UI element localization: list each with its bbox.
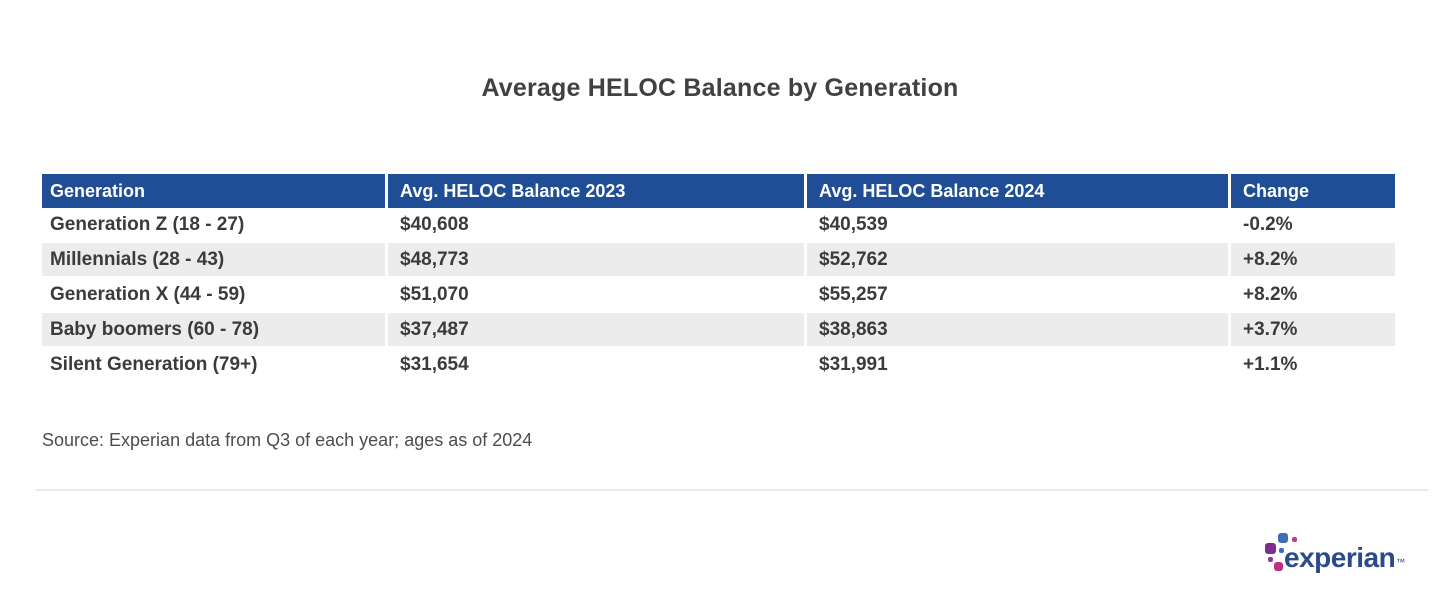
cell-balance-2024: $55,257 — [807, 278, 1231, 313]
cell-change: +3.7% — [1231, 313, 1395, 348]
cell-balance-2023: $37,487 — [388, 313, 807, 348]
logo-dot-magenta-small — [1292, 537, 1297, 542]
logo-dot-purple-square — [1265, 543, 1276, 554]
cell-generation: Silent Generation (79+) — [42, 348, 388, 383]
logo-dot-magenta-square — [1274, 562, 1283, 571]
column-header-generation: Generation — [42, 174, 388, 208]
chart-title: Average HELOC Balance by Generation — [481, 74, 959, 102]
logo-dot-blue-small — [1279, 548, 1284, 553]
column-header-change: Change — [1231, 174, 1395, 208]
cell-balance-2023: $48,773 — [388, 243, 807, 278]
cell-balance-2024: $38,863 — [807, 313, 1231, 348]
cell-balance-2024: $31,991 — [807, 348, 1231, 383]
cell-balance-2024: $52,762 — [807, 243, 1231, 278]
table-row: Silent Generation (79+) $31,654 $31,991 … — [42, 348, 1395, 383]
cell-generation: Baby boomers (60 - 78) — [42, 313, 388, 348]
source-note: Source: Experian data from Q3 of each ye… — [42, 430, 533, 450]
table-row: Generation X (44 - 59) $51,070 $55,257 +… — [42, 278, 1395, 313]
table-row: Baby boomers (60 - 78) $37,487 $38,863 +… — [42, 313, 1395, 348]
experian-wordmark: experian™ — [1284, 542, 1405, 573]
cell-generation: Millennials (28 - 43) — [42, 243, 388, 278]
cell-change: +8.2% — [1231, 243, 1395, 278]
divider — [36, 489, 1428, 491]
logo-dot-blue-square — [1278, 533, 1288, 543]
cell-change: -0.2% — [1231, 208, 1395, 243]
cell-balance-2023: $40,608 — [388, 208, 807, 243]
column-header-balance-2024: Avg. HELOC Balance 2024 — [807, 174, 1231, 208]
logo-dot-purple-small — [1268, 557, 1273, 562]
cell-change: +1.1% — [1231, 348, 1395, 383]
table-row: Millennials (28 - 43) $48,773 $52,762 +8… — [42, 243, 1395, 278]
table-header-row: Generation Avg. HELOC Balance 2023 Avg. … — [42, 174, 1395, 208]
cell-change: +8.2% — [1231, 278, 1395, 313]
cell-generation: Generation Z (18 - 27) — [42, 208, 388, 243]
experian-logo: experian™ — [1262, 528, 1407, 588]
heloc-balance-table: Generation Avg. HELOC Balance 2023 Avg. … — [42, 174, 1395, 383]
cell-balance-2023: $31,654 — [388, 348, 807, 383]
cell-generation: Generation X (44 - 59) — [42, 278, 388, 313]
column-header-balance-2023: Avg. HELOC Balance 2023 — [388, 174, 807, 208]
trademark-symbol: ™ — [1396, 557, 1405, 567]
cell-balance-2024: $40,539 — [807, 208, 1231, 243]
cell-balance-2023: $51,070 — [388, 278, 807, 313]
table-row: Generation Z (18 - 27) $40,608 $40,539 -… — [42, 208, 1395, 243]
